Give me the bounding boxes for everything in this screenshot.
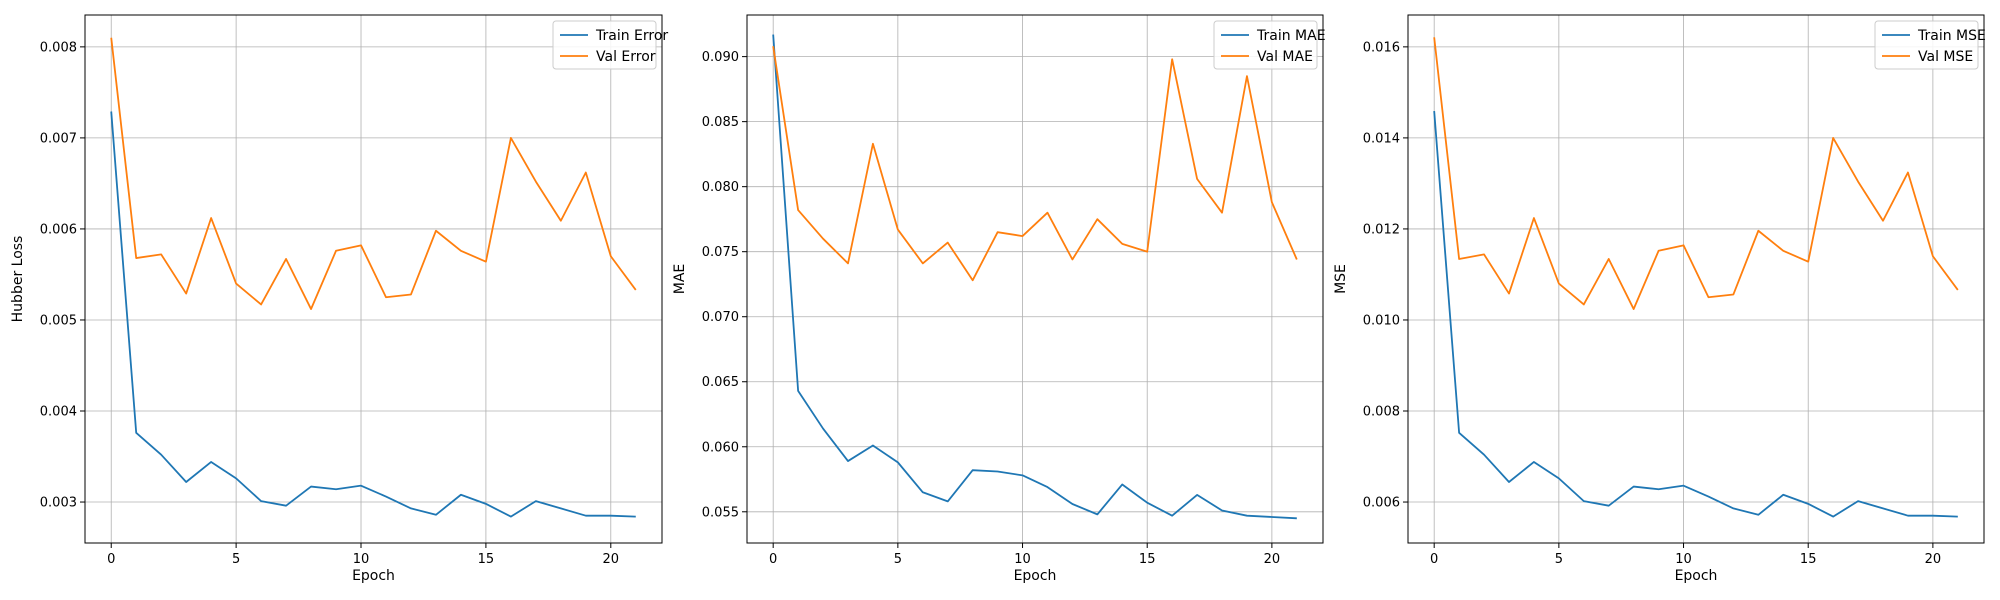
y-tick-label: 0.014 xyxy=(1363,131,1400,146)
y-tick-label: 0.090 xyxy=(702,50,739,65)
x-tick-label: 0 xyxy=(1430,552,1438,567)
x-axis-label: Epoch xyxy=(352,568,395,584)
y-tick-label: 0.065 xyxy=(702,375,739,390)
legend-box xyxy=(1874,20,1979,70)
x-tick-label: 10 xyxy=(1675,552,1692,567)
series-line-train xyxy=(110,111,636,518)
legend-label: Val MSE xyxy=(1918,49,1973,65)
y-axis-label: Hubber Loss xyxy=(10,236,26,323)
series-line-val xyxy=(110,37,637,310)
y-tick-label: 0.008 xyxy=(1363,405,1400,420)
x-tick-label: 15 xyxy=(478,552,495,567)
y-tick-label: 0.006 xyxy=(40,222,77,237)
legend-label: Train Error xyxy=(595,28,668,44)
legend-label: Train MSE xyxy=(1917,28,1986,44)
series-line-val xyxy=(772,46,1298,282)
series-line-val xyxy=(1433,37,1959,310)
x-tick-label: 10 xyxy=(1014,552,1031,567)
y-axis-label: MAE xyxy=(672,264,688,295)
legend-label: Train MAE xyxy=(1256,28,1326,44)
y-tick-label: 0.003 xyxy=(40,496,77,511)
axes-frame xyxy=(746,14,1324,544)
y-tick-label: 0.060 xyxy=(702,440,739,455)
subplot-1: 0 5 10 15 20 0.003 0.004 0.005 0.006 0.007 0.008 Ep… xyxy=(10,14,668,584)
y-tick-label: 0.004 xyxy=(40,405,77,420)
x-tick-label: 5 xyxy=(1555,552,1563,567)
x-tick-label: 20 xyxy=(1264,552,1281,567)
y-tick-label: 0.085 xyxy=(702,115,739,130)
y-tick-label: 0.012 xyxy=(1363,222,1400,237)
y-tick-label: 0.010 xyxy=(1363,313,1400,328)
x-tick-label: 20 xyxy=(603,552,620,567)
legend-label: Val Error xyxy=(596,49,656,65)
x-tick-label: 5 xyxy=(232,552,240,567)
series-line-train xyxy=(1433,110,1958,518)
y-tick-label: 0.005 xyxy=(40,313,77,328)
x-axis-label: Epoch xyxy=(1675,568,1718,584)
x-axis-label: Epoch xyxy=(1014,568,1057,584)
x-tick-label: 0 xyxy=(107,552,115,567)
axes-frame xyxy=(84,14,663,544)
subplot-2: 0 5 10 15 20 0.055 0.060 0.065 0.070 0.075 0.080 0.… xyxy=(672,14,1326,584)
x-tick-label: 0 xyxy=(769,552,777,567)
subplot-3: 0 5 10 15 20 0.006 0.008 0.010 0.012 0.014 0.016 Ep… xyxy=(1333,14,1986,584)
x-tick-label: 5 xyxy=(894,552,902,567)
y-tick-label: 0.016 xyxy=(1363,40,1400,55)
legend-box xyxy=(552,20,657,70)
y-tick-label: 0.080 xyxy=(702,180,739,195)
y-tick-label: 0.007 xyxy=(40,131,77,146)
series-line-train xyxy=(772,34,1297,520)
y-tick-label: 0.070 xyxy=(702,310,739,325)
y-tick-label: 0.006 xyxy=(1363,496,1400,511)
x-tick-label: 10 xyxy=(353,552,370,567)
y-tick-label: 0.008 xyxy=(40,40,77,55)
y-tick-label: 0.075 xyxy=(702,245,739,260)
x-tick-label: 15 xyxy=(1139,552,1156,567)
legend-box xyxy=(1213,20,1318,70)
y-tick-label: 0.055 xyxy=(702,505,739,520)
legend-label: Val MAE xyxy=(1257,49,1313,65)
y-axis-label: MSE xyxy=(1333,264,1349,294)
x-tick-label: 20 xyxy=(1925,552,1942,567)
x-tick-label: 15 xyxy=(1800,552,1817,567)
axes-frame xyxy=(1407,14,1985,544)
